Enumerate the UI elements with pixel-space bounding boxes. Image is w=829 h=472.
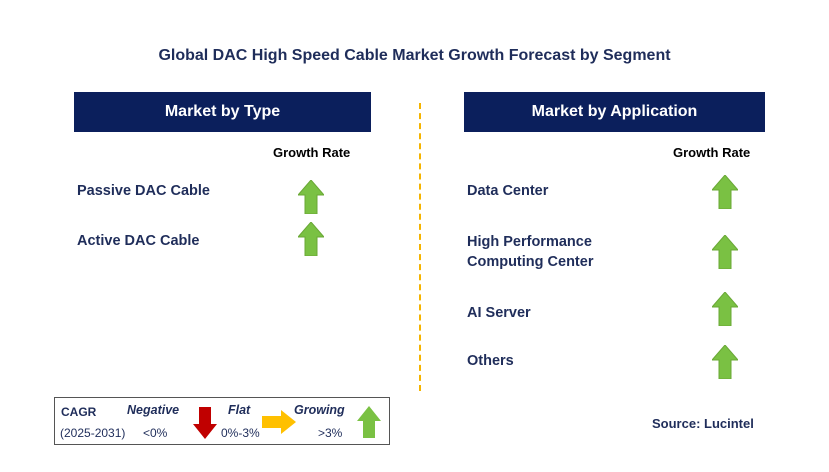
type-growth-rate-label: Growth Rate <box>273 145 351 160</box>
negative-arrow-icon <box>193 407 217 439</box>
market-by-type-header: Market by Type <box>74 92 371 132</box>
panel-divider <box>419 103 421 391</box>
application-item-ai-server: AI Server <box>467 305 531 321</box>
growing-arrow-icon <box>298 222 324 256</box>
legend-cagr-label: CAGR <box>61 405 97 419</box>
growing-arrow-icon <box>357 406 381 438</box>
source-label: Source: Lucintel <box>652 416 754 431</box>
growing-arrow-icon <box>712 292 738 326</box>
market-by-application-header: Market by Application <box>464 92 765 132</box>
page-title: Global DAC High Speed Cable Market Growt… <box>158 47 671 64</box>
application-growth-rate-label: Growth Rate <box>673 145 751 160</box>
application-item-data-center: Data Center <box>467 183 549 199</box>
legend-period: (2025-2031) <box>60 426 126 440</box>
legend-growing-range: >3% <box>318 426 343 440</box>
application-item-hpc-center: High Performance Computing Center <box>467 234 594 270</box>
application-item-others: Others <box>467 353 514 369</box>
legend-growing-caption: Growing <box>294 403 345 417</box>
legend-flat-range: 0%-3% <box>221 426 260 440</box>
flat-arrow-icon <box>262 410 296 434</box>
legend-flat-caption: Flat <box>228 403 251 417</box>
legend-negative-range: <0% <box>143 426 168 440</box>
growing-arrow-icon <box>298 180 324 214</box>
type-item-active-dac-cable: Active DAC Cable <box>77 233 200 249</box>
growing-arrow-icon <box>712 235 738 269</box>
growing-arrow-icon <box>712 345 738 379</box>
legend-negative-caption: Negative <box>127 403 180 417</box>
growing-arrow-icon <box>712 175 738 209</box>
type-item-passive-dac-cable: Passive DAC Cable <box>77 183 210 199</box>
cagr-legend <box>54 397 390 445</box>
